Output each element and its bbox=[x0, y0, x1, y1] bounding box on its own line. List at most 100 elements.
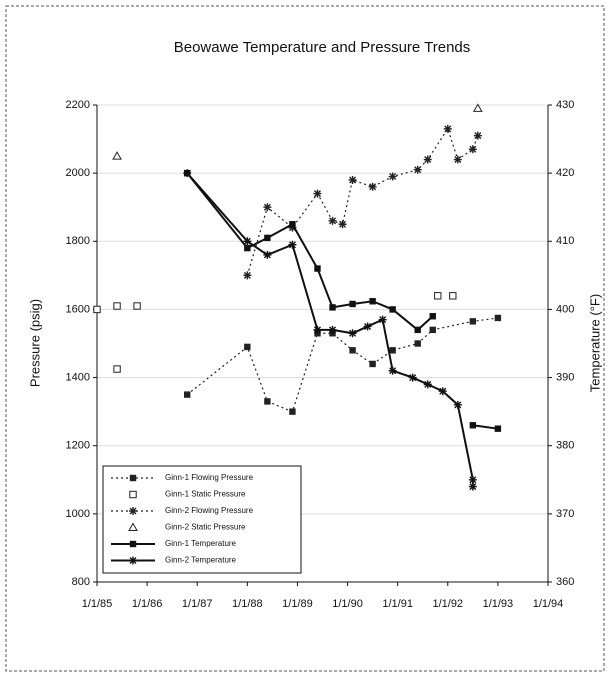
x-tick-label: 1/1/87 bbox=[182, 598, 213, 610]
marker bbox=[133, 302, 141, 310]
marker bbox=[368, 182, 377, 191]
marker bbox=[243, 237, 252, 246]
y-tick-label: 1000 bbox=[66, 508, 90, 520]
series-line bbox=[186, 172, 474, 487]
legend-label: Ginn-1 Static Pressure bbox=[165, 490, 246, 499]
marker bbox=[184, 391, 191, 398]
marker bbox=[468, 482, 477, 491]
x-tick-label: 1/1/91 bbox=[382, 598, 413, 610]
marker bbox=[264, 398, 271, 405]
marker bbox=[363, 322, 372, 331]
marker bbox=[389, 347, 396, 354]
legend-marker bbox=[129, 540, 137, 548]
marker bbox=[338, 220, 347, 229]
marker bbox=[314, 265, 321, 272]
marker bbox=[329, 304, 336, 311]
y2-tick-label: 360 bbox=[556, 576, 574, 588]
marker bbox=[289, 221, 296, 228]
y-tick-label: 2000 bbox=[66, 167, 90, 179]
marker bbox=[288, 240, 297, 249]
legend-box bbox=[102, 465, 302, 574]
marker bbox=[369, 360, 376, 368]
series-line bbox=[246, 127, 479, 276]
marker bbox=[438, 387, 447, 396]
y2-axis-title: Temperature (°F) bbox=[587, 294, 602, 392]
legend-marker bbox=[129, 556, 137, 565]
y2-tick-label: 400 bbox=[556, 303, 574, 315]
marker bbox=[388, 172, 397, 181]
marker bbox=[288, 223, 297, 232]
marker bbox=[414, 326, 421, 334]
legend-marker bbox=[128, 522, 138, 531]
legend-marker bbox=[129, 507, 137, 515]
marker bbox=[328, 325, 337, 334]
marker bbox=[263, 250, 272, 259]
marker bbox=[413, 165, 422, 174]
marker bbox=[369, 298, 376, 305]
y-tick-label: 800 bbox=[72, 576, 90, 588]
y2-tick-label: 430 bbox=[556, 99, 574, 111]
x-tick-label: 1/1/88 bbox=[232, 598, 263, 610]
marker bbox=[414, 340, 421, 347]
marker bbox=[468, 145, 477, 154]
y-tick-label: 1800 bbox=[66, 235, 90, 247]
y2-tick-label: 420 bbox=[556, 167, 574, 179]
marker bbox=[429, 326, 436, 334]
marker bbox=[469, 318, 477, 325]
y-axis-title: Pressure (psig) bbox=[27, 299, 42, 387]
x-tick-label: 1/1/93 bbox=[483, 598, 514, 610]
legend-label: Ginn-1 Temperature bbox=[165, 539, 237, 548]
marker bbox=[408, 373, 417, 382]
legend-label: Ginn-1 Flowing Pressure bbox=[165, 473, 254, 482]
marker bbox=[349, 300, 356, 308]
marker bbox=[378, 315, 387, 324]
marker bbox=[313, 325, 322, 334]
legend-marker bbox=[129, 474, 137, 482]
marker bbox=[469, 422, 477, 429]
legend-label: Ginn-2 Static Pressure bbox=[165, 523, 246, 532]
marker bbox=[423, 380, 432, 389]
marker bbox=[113, 365, 121, 373]
marker bbox=[453, 155, 462, 164]
y2-tick-label: 370 bbox=[556, 508, 574, 520]
marker bbox=[494, 314, 502, 322]
frame bbox=[5, 5, 605, 672]
marker bbox=[328, 216, 337, 225]
marker bbox=[113, 302, 121, 310]
chart-title: Beowawe Temperature and Pressure Trends bbox=[174, 39, 471, 56]
marker bbox=[348, 175, 357, 184]
marker bbox=[183, 169, 192, 178]
marker bbox=[468, 475, 477, 484]
y-tick-label: 2200 bbox=[66, 99, 90, 111]
marker bbox=[93, 305, 101, 314]
y2-tick-label: 380 bbox=[556, 440, 574, 452]
marker bbox=[423, 155, 432, 164]
marker bbox=[434, 292, 442, 300]
marker bbox=[443, 124, 452, 133]
y-tick-label: 1400 bbox=[66, 371, 90, 383]
x-tick-label: 1/1/92 bbox=[432, 598, 463, 610]
marker bbox=[389, 306, 396, 313]
marker bbox=[472, 103, 483, 112]
marker bbox=[429, 313, 436, 320]
marker bbox=[263, 203, 272, 212]
legend-label: Ginn-2 Flowing Pressure bbox=[165, 506, 254, 515]
marker bbox=[494, 425, 502, 432]
marker bbox=[388, 366, 397, 375]
y-tick-label: 1600 bbox=[66, 303, 90, 315]
marker bbox=[243, 271, 252, 280]
x-tick-label: 1/1/94 bbox=[533, 598, 564, 610]
x-tick-label: 1/1/85 bbox=[82, 598, 113, 610]
x-tick-label: 1/1/86 bbox=[132, 598, 163, 610]
series-line bbox=[472, 424, 499, 430]
marker bbox=[244, 343, 251, 351]
x-tick-label: 1/1/89 bbox=[282, 598, 313, 610]
marker bbox=[453, 400, 462, 409]
marker bbox=[313, 189, 322, 198]
y2-tick-label: 390 bbox=[556, 371, 574, 383]
marker bbox=[244, 244, 251, 252]
legend-marker bbox=[129, 490, 137, 499]
legend-label: Ginn-2 Temperature bbox=[165, 556, 237, 565]
